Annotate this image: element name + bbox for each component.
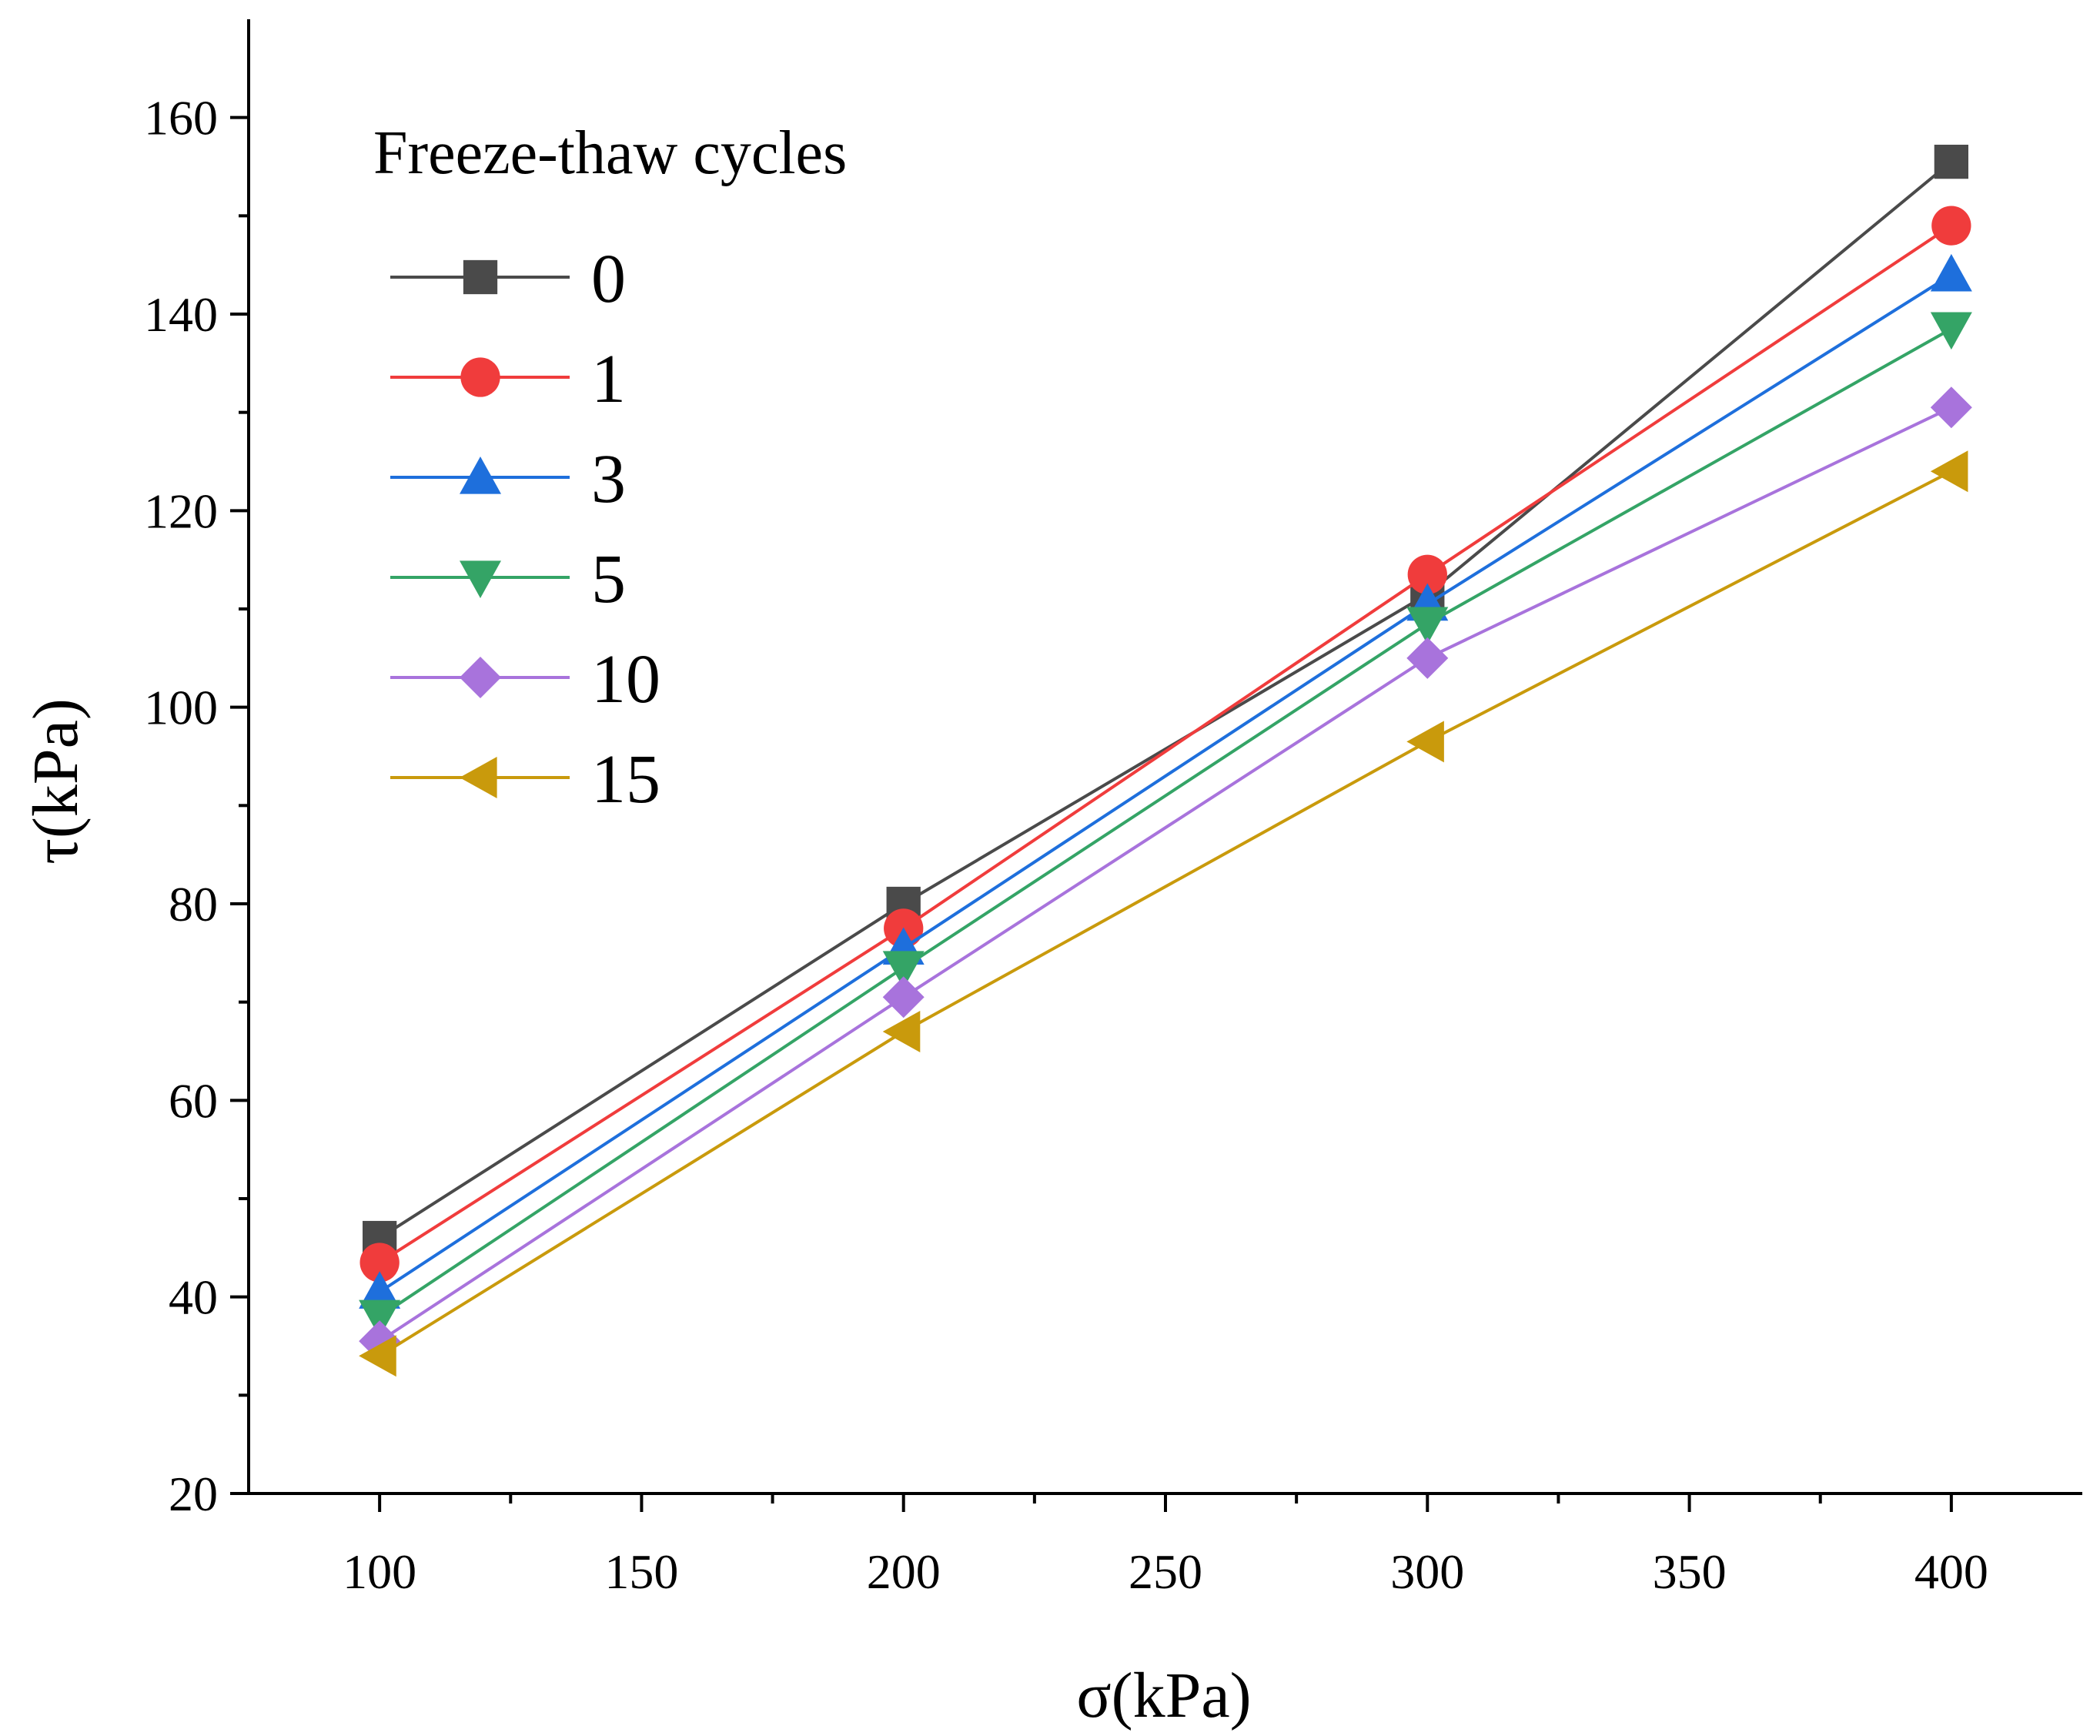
x-tick-label: 300	[1390, 1544, 1464, 1599]
series-line	[379, 160, 1953, 1239]
legend-item-5: 5	[390, 541, 626, 617]
y-tick-label: 60	[169, 1073, 218, 1128]
y-tick-label: 120	[144, 483, 218, 538]
data-point	[1930, 253, 1972, 292]
data-point	[882, 951, 925, 988]
data-point	[1407, 554, 1447, 594]
legend-item-3: 3	[390, 441, 626, 517]
y-axis-title: τ(kPa)	[20, 698, 92, 865]
y-axis-ticks: 20 40 60 80 100 120 140 160	[144, 91, 249, 1521]
legend-marker	[460, 560, 501, 598]
series-line	[379, 406, 1952, 1343]
legend-marker	[460, 457, 501, 494]
series-line	[379, 470, 1952, 1357]
legend: Freeze-thaw cycles 0 1 3 5 10 15	[373, 119, 847, 818]
legend-marker	[460, 657, 501, 698]
series-line	[379, 327, 1952, 1318]
legend-item-10: 10	[390, 641, 660, 717]
y-tick-label: 80	[169, 877, 218, 932]
y-tick-label: 140	[144, 287, 218, 342]
data-point	[1406, 637, 1449, 679]
x-tick-label: 350	[1653, 1544, 1727, 1599]
data-point	[359, 1299, 401, 1338]
x-tick-label: 150	[604, 1544, 678, 1599]
y-tick-label: 160	[144, 91, 218, 146]
legend-label: 5	[591, 541, 626, 617]
data-point	[1931, 206, 1971, 246]
x-tick-label: 250	[1129, 1544, 1202, 1599]
series-line	[379, 273, 1952, 1293]
y-tick-label: 40	[169, 1270, 218, 1325]
legend-marker	[463, 259, 498, 295]
data-point	[1930, 312, 1972, 350]
series-5	[359, 312, 1972, 1338]
legend-label: 1	[591, 341, 626, 417]
legend-label: 0	[591, 241, 626, 317]
series-15	[359, 450, 1968, 1377]
data-point	[359, 1271, 401, 1309]
data-point	[1406, 607, 1449, 645]
x-tick-label: 200	[867, 1544, 941, 1599]
data-point	[1934, 144, 1968, 179]
series-1	[359, 206, 1971, 1283]
legend-title: Freeze-thaw cycles	[373, 119, 847, 187]
x-tick-label: 400	[1914, 1544, 1988, 1599]
series-10	[359, 386, 1972, 1363]
data-point	[882, 976, 925, 1019]
legend-label: 3	[591, 441, 626, 517]
series-line	[379, 224, 1952, 1264]
series-layer	[359, 144, 1972, 1377]
legend-marker	[460, 357, 500, 397]
data-point	[1930, 450, 1968, 493]
x-axis-ticks: 100 150 200 250 300 350 400	[343, 1493, 1988, 1599]
legend-label: 10	[591, 641, 660, 717]
legend-marker	[460, 757, 497, 798]
data-point	[882, 1010, 921, 1052]
legend-item-15: 15	[390, 741, 660, 818]
y-tick-label: 20	[169, 1467, 218, 1521]
data-point	[359, 1335, 396, 1377]
data-point	[359, 1243, 400, 1283]
legend-item-1: 1	[390, 341, 626, 417]
x-axis-title: σ(kPa)	[1076, 1660, 1251, 1731]
data-point	[1930, 386, 1972, 429]
data-point	[1406, 721, 1444, 763]
legend-item-0: 0	[390, 241, 626, 317]
legend-label: 15	[591, 741, 660, 818]
x-tick-label: 100	[343, 1544, 416, 1599]
y-tick-label: 100	[144, 681, 218, 735]
